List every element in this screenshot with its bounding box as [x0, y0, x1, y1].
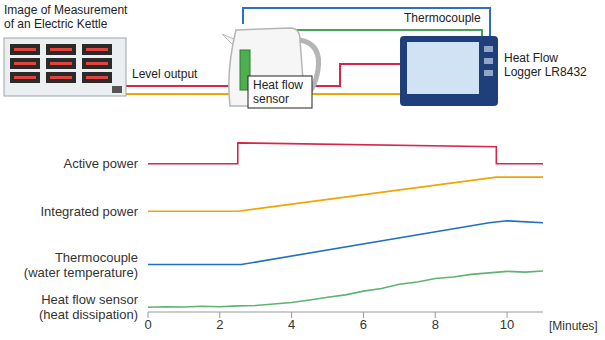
- svg-text:Heat flow: Heat flow: [253, 78, 303, 92]
- svg-text:Active power: Active power: [64, 156, 139, 171]
- svg-text:4: 4: [288, 317, 295, 332]
- svg-text:10: 10: [500, 317, 514, 332]
- svg-text:Heat Flow: Heat Flow: [504, 51, 558, 65]
- svg-text:Image of Measurement: Image of Measurement: [4, 3, 128, 17]
- svg-text:8: 8: [432, 317, 439, 332]
- svg-text:sensor: sensor: [253, 92, 289, 106]
- svg-text:Level output: Level output: [132, 67, 198, 81]
- svg-text:Thermocouple: Thermocouple: [404, 11, 481, 25]
- svg-text:2: 2: [216, 317, 223, 332]
- svg-text:Integrated power: Integrated power: [40, 204, 138, 219]
- svg-text:of an Electric Kettle: of an Electric Kettle: [4, 17, 108, 31]
- svg-text:0: 0: [144, 317, 151, 332]
- svg-text:[Minutes]: [Minutes]: [549, 319, 598, 333]
- svg-text:6: 6: [360, 317, 367, 332]
- svg-text:Heat flow sensor(heat dissipat: Heat flow sensor(heat dissipation): [39, 292, 139, 322]
- svg-text:Logger LR8432: Logger LR8432: [504, 65, 587, 79]
- svg-text:Thermocouple(water temperature: Thermocouple(water temperature): [24, 250, 138, 280]
